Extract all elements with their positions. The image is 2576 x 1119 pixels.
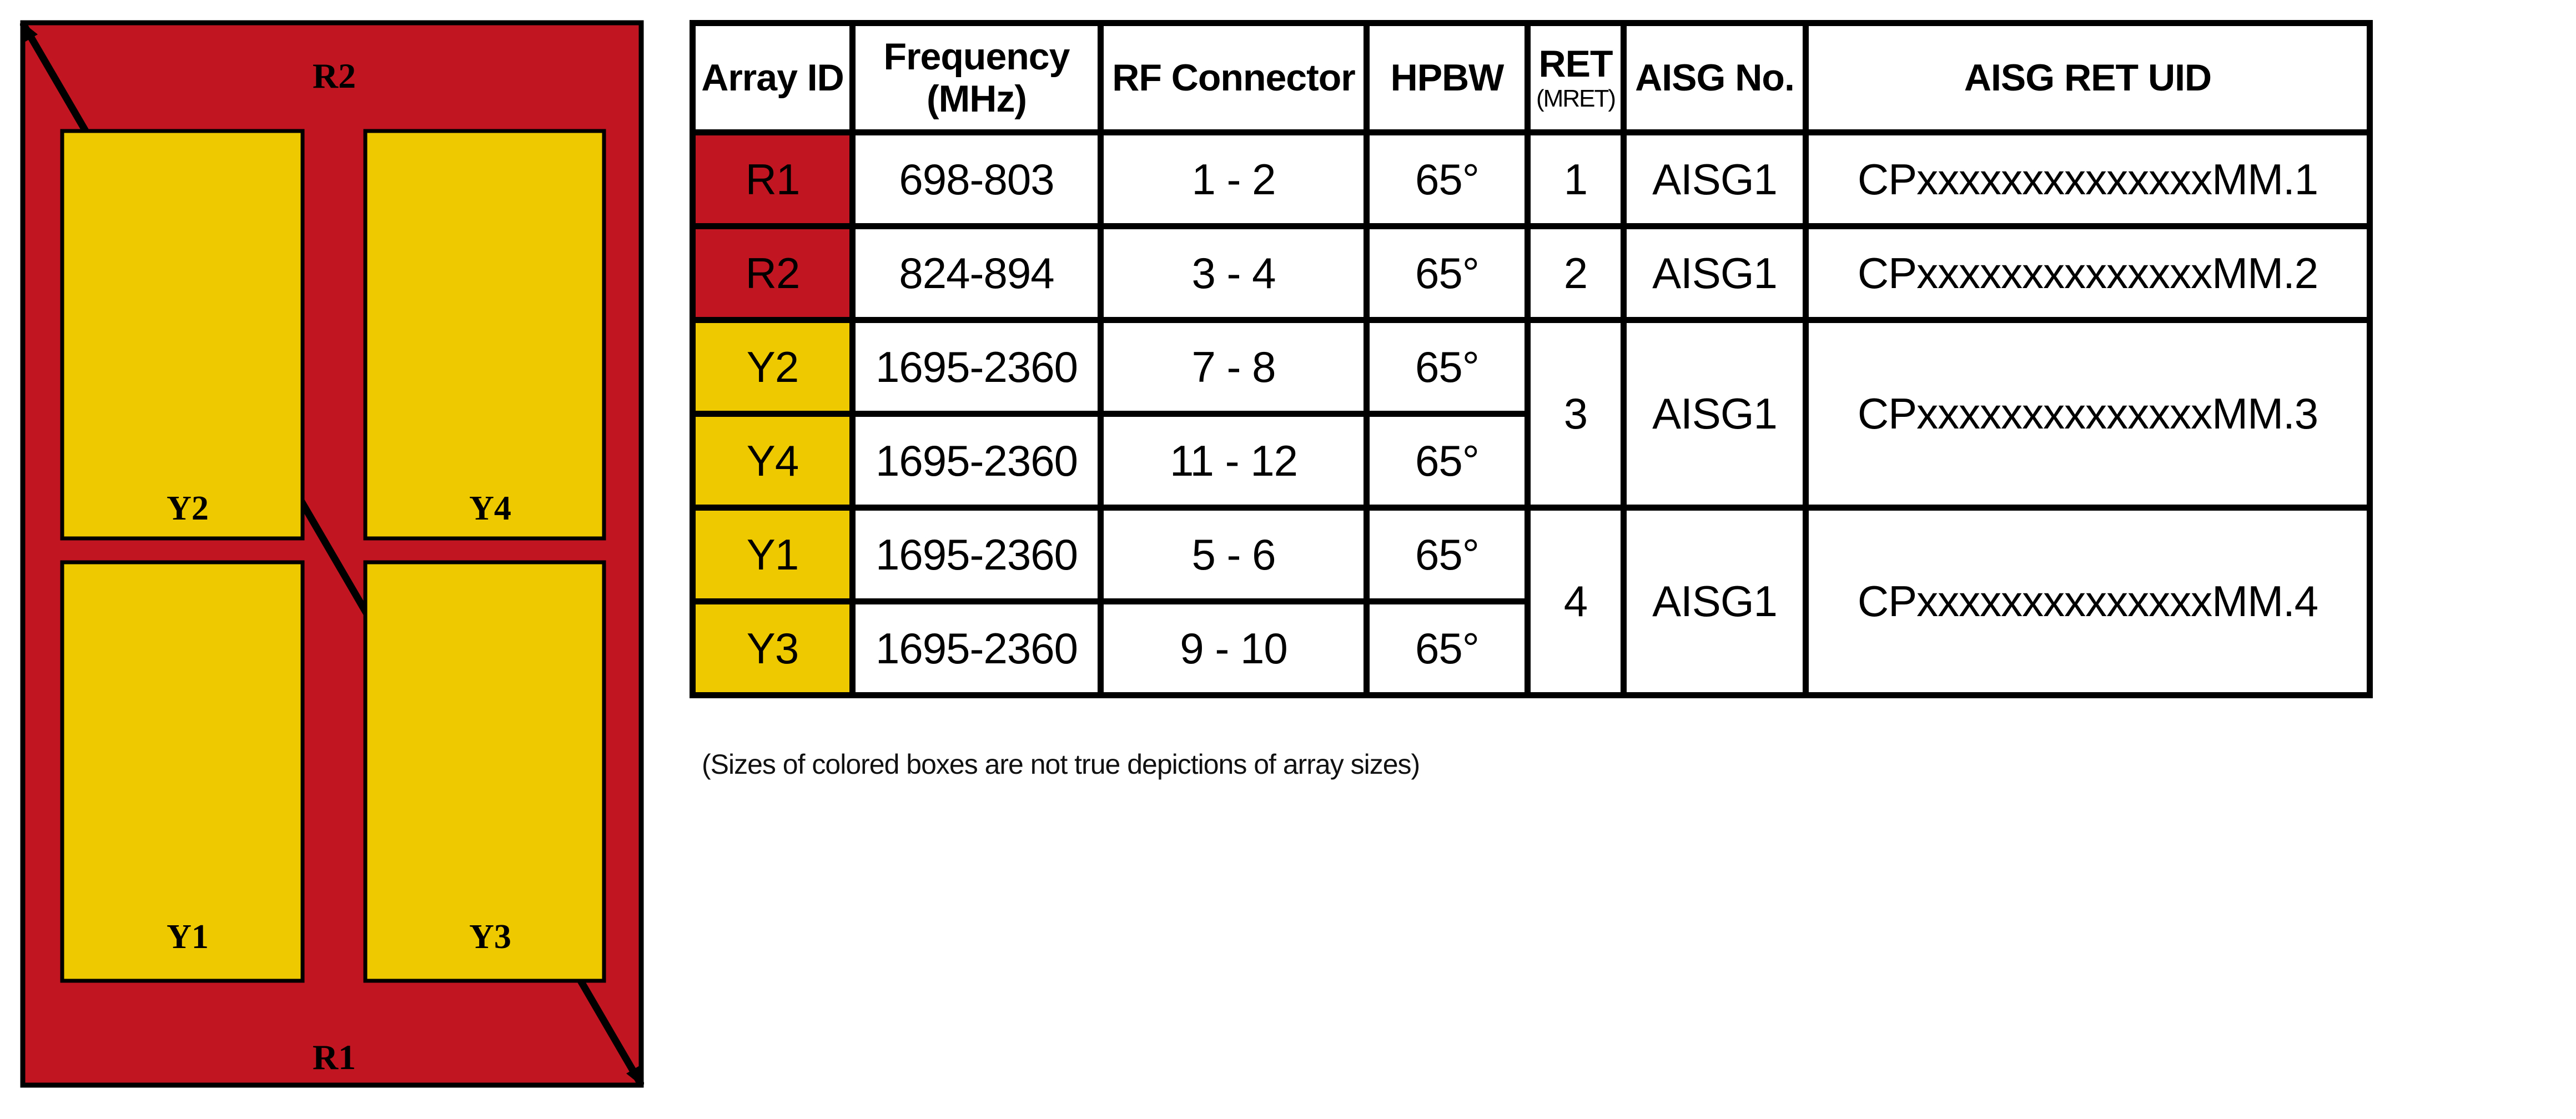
label-y4: Y4 <box>469 490 511 527</box>
rf-connector-cell: 3 - 4 <box>1098 223 1370 323</box>
label-r1: R1 <box>313 1037 356 1077</box>
aisg-ret-uid-cell: CPxxxxxxxxxxxxxxMM.2 <box>1803 223 2373 323</box>
label-y3: Y3 <box>469 918 511 956</box>
array-id-cell: R2 <box>690 223 856 323</box>
aisg-no-cell-merged: AISG1 <box>1621 317 1809 511</box>
label-y2: Y2 <box>167 490 209 527</box>
array-id-cell: R1 <box>690 129 856 229</box>
hpbw-cell: 65° <box>1364 129 1531 229</box>
col-header-array-id: Array ID <box>690 20 856 135</box>
label-y1: Y1 <box>167 918 209 956</box>
array-spec-table: Array ID Frequency (MHz) RF Connector HP… <box>690 20 2373 698</box>
ret-cell-merged: 3 <box>1525 317 1627 511</box>
table-row-r1: R1 698-803 1 - 2 65° 1 AISG1 CPxxxxxxxxx… <box>690 129 2373 229</box>
col-header-frequency-line2: (MHz) <box>926 78 1027 120</box>
hpbw-cell: 65° <box>1364 223 1531 323</box>
header-row: Array ID Frequency (MHz) RF Connector HP… <box>690 20 2373 135</box>
frequency-cell: 1695-2360 <box>849 505 1104 604</box>
col-header-ret-line1: RET <box>1538 43 1613 85</box>
aisg-ret-uid-cell: CPxxxxxxxxxxxxxxMM.1 <box>1803 129 2373 229</box>
hpbw-cell: 65° <box>1364 317 1531 417</box>
diagonal-line-arrowhead-bottom <box>626 1066 643 1087</box>
hpbw-cell: 65° <box>1364 598 1531 698</box>
diagonal-line-arrowhead-top <box>21 21 38 42</box>
table-row-r2: R2 824-894 3 - 4 65° 2 AISG1 CPxxxxxxxxx… <box>690 223 2373 323</box>
frequency-cell: 1695-2360 <box>849 317 1104 417</box>
table-row-y1: Y1 1695-2360 5 - 6 65° 4 AISG1 CPxxxxxxx… <box>690 505 2373 698</box>
col-header-aisg-ret-uid: AISG RET UID <box>1803 20 2373 135</box>
col-header-ret-line2: (MRET) <box>1536 85 1616 113</box>
col-header-rf-connector: RF Connector <box>1098 20 1370 135</box>
ret-cell: 1 <box>1525 129 1627 229</box>
array-box-y1 <box>60 560 305 983</box>
aisg-no-cell: AISG1 <box>1621 223 1809 323</box>
hpbw-cell: 65° <box>1364 411 1531 511</box>
rf-connector-cell: 9 - 10 <box>1098 598 1370 698</box>
aisg-no-cell: AISG1 <box>1621 129 1809 229</box>
aisg-ret-uid-cell-merged: CPxxxxxxxxxxxxxxMM.3 <box>1803 317 2373 511</box>
array-box-y3 <box>363 560 606 983</box>
aisg-no-cell-merged: AISG1 <box>1621 505 1809 698</box>
rf-connector-cell: 1 - 2 <box>1098 129 1370 229</box>
col-header-hpbw: HPBW <box>1364 20 1531 135</box>
table-row-y4: Y4 1695-2360 11 - 12 65° <box>690 411 2370 511</box>
rf-connector-cell: 5 - 6 <box>1098 505 1370 604</box>
size-disclaimer-note: (Sizes of colored boxes are not true dep… <box>702 749 1420 780</box>
rf-connector-cell: 7 - 8 <box>1098 317 1370 417</box>
array-box-y4 <box>363 129 606 541</box>
rf-connector-cell: 11 - 12 <box>1098 411 1370 511</box>
frequency-cell: 824-894 <box>849 223 1104 323</box>
array-id-cell: Y3 <box>690 598 856 698</box>
frequency-cell: 698-803 <box>849 129 1104 229</box>
col-header-aisg-no: AISG No. <box>1621 20 1809 135</box>
col-header-frequency: Frequency (MHz) <box>849 20 1104 135</box>
array-box-y2 <box>60 129 305 541</box>
col-header-ret: RET (MRET) <box>1525 20 1627 135</box>
array-id-cell: Y2 <box>690 317 856 417</box>
antenna-array-diagram: R2 R1 Y2 Y4 Y1 Y3 <box>20 20 644 1088</box>
ret-cell-merged: 4 <box>1525 505 1627 698</box>
table-row-y2: Y2 1695-2360 7 - 8 65° 3 AISG1 CPxxxxxxx… <box>690 317 2373 511</box>
array-id-cell: Y1 <box>690 505 856 604</box>
table-row-y3: Y3 1695-2360 9 - 10 65° <box>690 598 2370 698</box>
label-r2: R2 <box>313 56 356 95</box>
array-id-cell: Y4 <box>690 411 856 511</box>
aisg-ret-uid-cell-merged: CPxxxxxxxxxxxxxxMM.4 <box>1803 505 2373 698</box>
ret-cell: 2 <box>1525 223 1627 323</box>
col-header-frequency-line1: Frequency <box>883 35 1070 78</box>
frequency-cell: 1695-2360 <box>849 598 1104 698</box>
hpbw-cell: 65° <box>1364 505 1531 604</box>
frequency-cell: 1695-2360 <box>849 411 1104 511</box>
